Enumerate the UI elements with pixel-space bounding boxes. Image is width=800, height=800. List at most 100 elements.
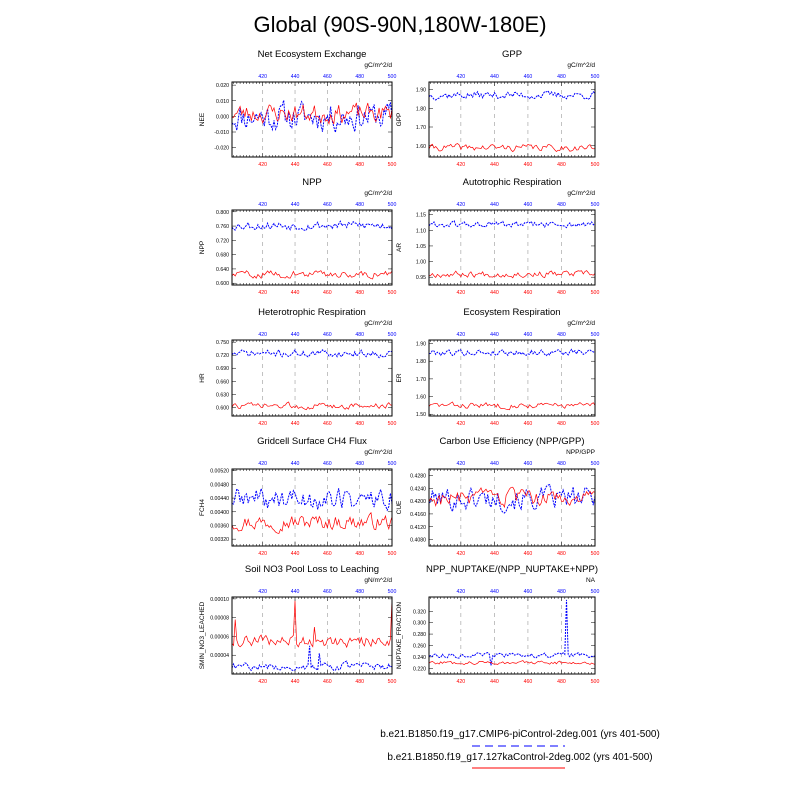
x-tick-label-red: 460 xyxy=(323,421,332,427)
panel-title: Soil NO3 Pool Loss to Leaching xyxy=(245,564,379,575)
x-tick-label-blue: 440 xyxy=(291,461,300,467)
y-tick-label: 0.4080 xyxy=(410,538,426,544)
y-tick-label: 0.00440 xyxy=(210,496,229,502)
x-tick-label-red: 500 xyxy=(591,421,600,427)
x-tick-label-blue: 440 xyxy=(490,461,499,467)
x-tick-label-red: 480 xyxy=(355,290,364,296)
x-tick-label-red: 480 xyxy=(557,290,566,296)
units-label: gC/m^2/d xyxy=(567,190,595,197)
y-tick-label: 0.320 xyxy=(413,609,426,615)
y-tick-label: 0.690 xyxy=(216,366,229,372)
x-tick-label-red: 440 xyxy=(490,421,499,427)
panel-title: Ecosystem Respiration xyxy=(463,307,560,318)
x-tick-label-red: 420 xyxy=(457,679,466,685)
x-tick-label-blue: 500 xyxy=(388,461,397,467)
y-tick-label: 0.4240 xyxy=(410,486,426,492)
x-tick-label-blue: 420 xyxy=(457,589,466,595)
plot-frame xyxy=(428,81,596,158)
y-tick-label: 0.750 xyxy=(216,340,229,346)
x-tick-label-blue: 500 xyxy=(591,332,600,338)
y-tick-label: 0.260 xyxy=(413,643,426,649)
x-tick-label-blue: 460 xyxy=(323,461,332,467)
x-tick-label-blue: 420 xyxy=(258,74,267,80)
y-axis-title: CUE xyxy=(396,500,403,514)
x-tick-label-red: 480 xyxy=(557,421,566,427)
plot-frame xyxy=(231,81,393,158)
x-tick-label-red: 480 xyxy=(557,162,566,168)
y-tick-label: 0.600 xyxy=(216,281,229,287)
x-tick-label-red: 500 xyxy=(388,290,397,296)
x-tick-label-blue: 440 xyxy=(490,74,499,80)
y-tick-label: 1.60 xyxy=(416,395,426,401)
y-tick-label: 1.80 xyxy=(416,106,426,112)
x-tick-label-blue: 460 xyxy=(323,74,332,80)
x-tick-label-blue: 500 xyxy=(591,589,600,595)
x-tick-label-red: 480 xyxy=(355,679,364,685)
x-tick-label-blue: 460 xyxy=(524,74,533,80)
series-line-blue xyxy=(231,348,393,359)
x-tick-label-blue: 420 xyxy=(457,202,466,208)
y-tick-label: 1.00 xyxy=(416,260,426,266)
x-tick-label-red: 500 xyxy=(388,679,397,685)
x-tick-label-red: 440 xyxy=(490,162,499,168)
series-line-blue xyxy=(231,486,393,512)
y-tick-label: 0.600 xyxy=(216,405,229,411)
y-tick-label: 0.4200 xyxy=(410,499,426,505)
y-tick-label: 1.90 xyxy=(416,88,426,94)
x-tick-label-blue: 500 xyxy=(388,332,397,338)
x-tick-label-blue: 460 xyxy=(524,202,533,208)
y-tick-label: 0.00320 xyxy=(210,537,229,543)
x-tick-label-blue: 500 xyxy=(388,202,397,208)
plot-frame xyxy=(428,209,596,286)
y-tick-label: 0.4160 xyxy=(410,512,426,518)
x-tick-label-blue: 500 xyxy=(591,202,600,208)
x-tick-label-blue: 460 xyxy=(524,589,533,595)
panel-title: NPP_NUPTAKE/(NPP_NUPTAKE+NPP) xyxy=(426,564,598,575)
units-label: gC/m^2/d xyxy=(364,320,392,327)
units-label: gC/m^2/d xyxy=(567,320,595,327)
y-axis-title: NUPTAKE_FRACTION xyxy=(396,602,403,669)
y-tick-label: 1.70 xyxy=(416,125,426,131)
units-label: gC/m^2/d xyxy=(567,62,595,69)
x-tick-label-red: 440 xyxy=(490,679,499,685)
x-tick-label-blue: 480 xyxy=(355,332,364,338)
x-tick-label-blue: 440 xyxy=(490,589,499,595)
series-line-red xyxy=(428,401,596,411)
x-tick-label-red: 500 xyxy=(388,421,397,427)
x-tick-label-blue: 420 xyxy=(258,589,267,595)
x-tick-label-red: 460 xyxy=(323,551,332,557)
y-tick-label: 1.10 xyxy=(416,228,426,234)
x-tick-label-red: 480 xyxy=(557,679,566,685)
y-axis-title: FCH4 xyxy=(199,499,206,516)
x-tick-label-blue: 460 xyxy=(323,332,332,338)
x-tick-label-blue: 420 xyxy=(457,332,466,338)
panel-8: Soil NO3 Pool Loss to Leaching gN/m^2/d SM… xyxy=(199,564,396,685)
series-line-blue xyxy=(428,348,596,357)
x-tick-label-red: 500 xyxy=(591,679,600,685)
y-tick-label: 0.630 xyxy=(216,392,229,398)
series-line-blue xyxy=(428,599,596,666)
y-axis-title: GPP xyxy=(396,113,403,127)
x-tick-label-blue: 460 xyxy=(524,332,533,338)
x-tick-label-red: 420 xyxy=(258,290,267,296)
panel-2: NPP gC/m^2/d NPP 420 420 440 440 460 460 480 480 50… xyxy=(199,177,396,296)
series-line-red xyxy=(231,102,393,125)
x-tick-label-red: 500 xyxy=(591,290,600,296)
x-tick-label-red: 460 xyxy=(524,290,533,296)
series-line-blue xyxy=(428,90,596,101)
panel-1: GPP gC/m^2/d GPP 420 420 440 440 460 460 480 480 50… xyxy=(396,49,599,168)
x-tick-label-red: 440 xyxy=(291,679,300,685)
x-tick-label-blue: 460 xyxy=(323,589,332,595)
x-tick-label-red: 420 xyxy=(258,162,267,168)
x-tick-label-red: 420 xyxy=(457,162,466,168)
units-label: gC/m^2/d xyxy=(364,190,392,197)
y-tick-label: 0.00004 xyxy=(210,653,229,659)
panel-4: Heterotrophic Respiration gC/m^2/d HR 420 42… xyxy=(199,307,396,427)
plot-frame xyxy=(231,209,393,286)
y-tick-label: 0.640 xyxy=(216,267,229,273)
series-line-blue xyxy=(231,645,393,672)
x-tick-label-red: 440 xyxy=(490,290,499,296)
units-label: gC/m^2/d xyxy=(364,62,392,69)
plot-frame xyxy=(428,339,596,417)
